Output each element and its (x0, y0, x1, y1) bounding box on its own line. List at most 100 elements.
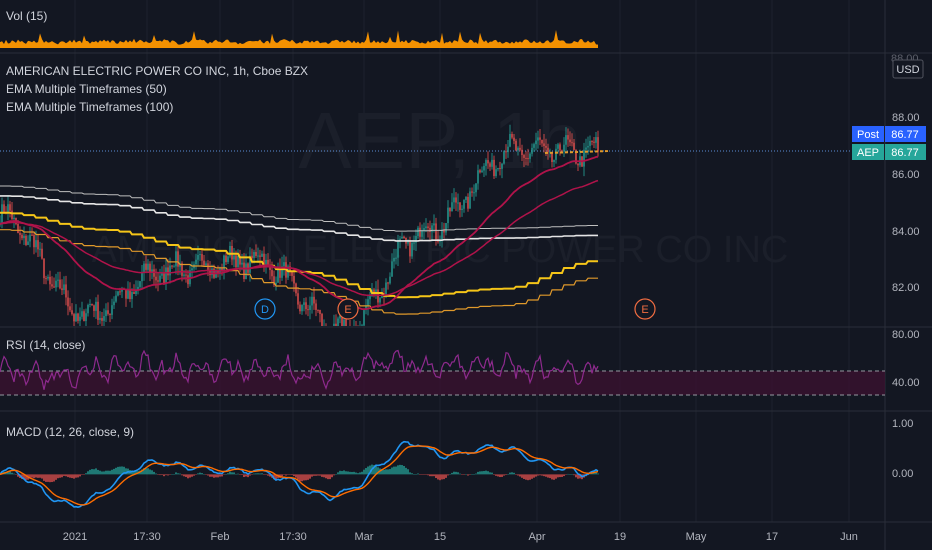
rsi-label[interactable]: RSI (14, close) (6, 338, 85, 352)
time-tick: 19 (614, 531, 626, 543)
macd-bar (107, 470, 109, 475)
macd-bar (565, 474, 567, 475)
macd-bar (569, 474, 571, 475)
candle-body (3, 204, 5, 212)
currency-box[interactable] (892, 59, 924, 79)
time-tick: Jun (840, 531, 858, 543)
candle-body (257, 255, 259, 257)
macd-bar (43, 474, 45, 481)
candle-body (255, 252, 257, 257)
candle-body (63, 284, 65, 291)
macd-pane[interactable]: MACD (12, 26, close, 9) (0, 425, 599, 509)
candle-body (11, 210, 13, 219)
macd-bar (213, 474, 215, 478)
macd-label[interactable]: MACD (12, 26, close, 9) (6, 425, 134, 439)
macd-tick: 0.00 (892, 468, 913, 480)
candle-body (571, 142, 573, 144)
candle-body (365, 305, 367, 311)
candle-body (303, 302, 305, 305)
candle-body (385, 282, 387, 297)
macd-bar (427, 474, 429, 476)
candle-body (325, 325, 327, 326)
candle-body (135, 290, 137, 294)
rsi-pane[interactable]: RSI (14, close) (0, 338, 885, 396)
price-axis[interactable]: 88.00 USD 88.00 86.00 84.00 82.00 Post 8… (852, 53, 926, 480)
candle-body (7, 204, 9, 213)
candle-body (173, 266, 175, 268)
candle-body (409, 240, 411, 257)
macd-bar (377, 467, 379, 475)
candle-body (447, 207, 449, 224)
macd-bar (333, 474, 335, 476)
signal-line (0, 445, 599, 506)
price-tick: 86.00 (892, 169, 920, 181)
candle-body (573, 142, 575, 150)
candle-body (169, 265, 171, 276)
candle-body (449, 207, 451, 212)
candle-body (421, 230, 423, 237)
macd-bar (595, 472, 597, 475)
dividend-marker (254, 298, 276, 320)
candle-body (551, 152, 553, 163)
candle-body (535, 140, 537, 145)
legend-symbol[interactable]: AMERICAN ELECTRIC POWER CO INC, 1h, Cboe… (6, 64, 308, 78)
candle-body (513, 137, 515, 141)
macd-bar (575, 474, 577, 478)
candle-body (367, 299, 369, 306)
candle-body (49, 276, 51, 285)
macd-bar (193, 474, 195, 476)
macd-bar (217, 474, 219, 478)
macd-bar (407, 469, 409, 475)
candle-body (509, 133, 511, 147)
candle-body (83, 311, 85, 322)
legend-ema50[interactable]: EMA Multiple Timeframes (50) (6, 82, 167, 96)
legend-ema100[interactable]: EMA Multiple Timeframes (100) (6, 100, 173, 114)
volume-pane[interactable]: Vol (15) (0, 9, 598, 48)
candle-body (235, 255, 237, 268)
candle-body (47, 276, 49, 279)
macd-bar (225, 474, 227, 475)
candle-body (117, 291, 119, 296)
macd-bar (307, 474, 309, 480)
candle-body (369, 296, 371, 300)
price-pane[interactable]: AEP, 1h AMERICAN ELECTRIC POWER CO INC D… (0, 64, 885, 349)
macd-bar (457, 472, 459, 475)
last-price-value: 86.77 (891, 147, 919, 159)
macd-bar (487, 471, 489, 475)
macd-bar (145, 468, 147, 475)
candle-body (97, 301, 99, 320)
macd-bar (219, 474, 221, 477)
candle-body (451, 202, 453, 212)
vertical-grid (74, 0, 850, 522)
macd-bar (529, 474, 531, 480)
candle-body (469, 191, 471, 209)
candle-body (423, 228, 425, 231)
time-axis[interactable]: 2021 17:30 Feb 17:30 Mar 15 Apr 19 May 1… (63, 531, 858, 543)
macd-bar (349, 471, 351, 475)
candle-body (533, 144, 535, 148)
macd-bar (327, 474, 329, 480)
candle-body (93, 305, 95, 311)
candle-body (439, 240, 441, 242)
candle-body (273, 276, 275, 285)
candle-body (541, 139, 543, 144)
macd-bar (577, 474, 579, 479)
earnings-marker (337, 298, 359, 320)
candle-body (251, 255, 253, 259)
macd-bar (235, 473, 237, 475)
macd-bar (181, 474, 183, 476)
candle-body (25, 235, 27, 245)
macd-bar (97, 469, 99, 475)
macd-bar (197, 473, 199, 475)
macd-bar (179, 473, 181, 475)
macd-bar (413, 474, 415, 475)
macd-bar (439, 474, 441, 481)
macd-bar (87, 471, 89, 475)
candle-body (395, 257, 397, 259)
macd-bar (477, 471, 479, 475)
candle-body (529, 153, 531, 159)
macd-bar (77, 474, 79, 478)
macd-bar (17, 474, 19, 477)
ema-hourly-50 (0, 155, 599, 311)
